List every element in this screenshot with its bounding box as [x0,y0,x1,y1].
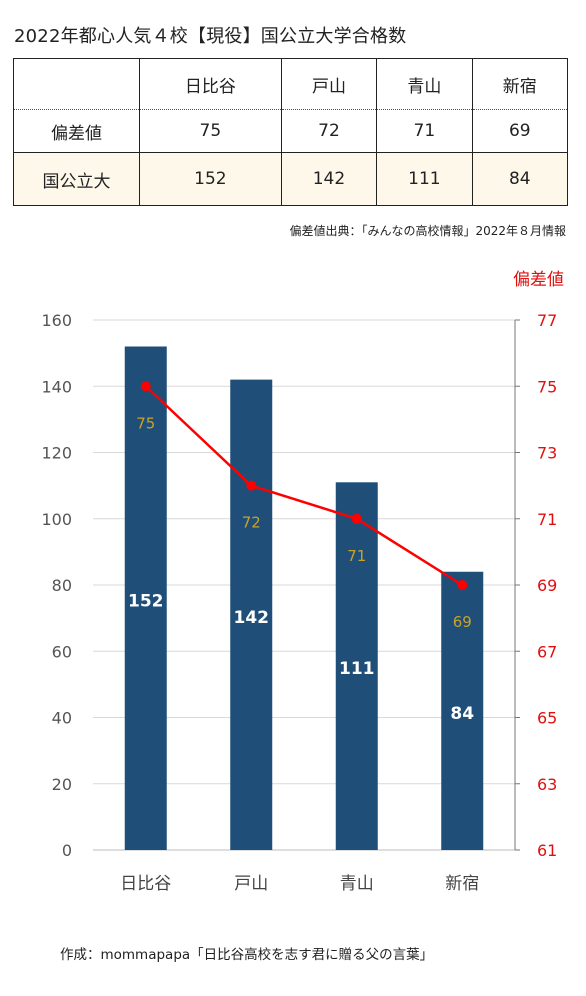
table-cell: 84 [471,152,569,206]
y2-tick-label: 71 [537,510,557,529]
table-row-label: 偏差値 [13,109,140,153]
combo-chart: 0 20 40 60 80 100 120 140 160 61 63 65 67 69 71 73 75 77 1… [41,311,557,894]
y2-tick-label: 75 [537,377,557,396]
table-header-row: 日比谷 戸山 青山 新宿 [13,58,569,110]
line-value-label: 72 [242,514,261,532]
table-col-header: 青山 [376,58,473,110]
table-col-header: 日比谷 [139,58,282,110]
line-point [140,381,151,392]
y-tick-label: 100 [41,510,72,529]
y-tick-label: 40 [52,709,72,728]
line-point [246,480,257,491]
bar-value-label: 142 [234,608,270,628]
bar-value-label: 111 [339,659,375,679]
y2-tick-label: 65 [537,709,557,728]
y-tick-label: 20 [52,775,72,794]
table-cell: 71 [376,109,473,153]
y2-tick-label: 77 [537,311,557,330]
chart-title: 2022年都心人気４校【現役】国公立大学合格数 [14,26,407,47]
line-value-label: 69 [453,613,472,631]
bar [230,379,273,850]
table-cell: 152 [139,152,282,206]
table-row-label: 国公立大 [13,152,140,206]
line-value-label: 71 [347,547,366,565]
line-point [457,580,468,590]
x-tick-label: 青山 [340,874,374,894]
y-tick-label: 60 [52,642,72,661]
table-cell: 72 [280,109,378,153]
stats-table: 日比谷 戸山 青山 新宿 偏差値 75 72 71 69 国公立大 152 14… [13,58,569,206]
bar [335,482,378,850]
y2-tick-label: 73 [537,444,557,463]
x-tick-label: 日比谷 [120,874,171,894]
table-cell: 75 [139,109,282,153]
table-cell: 69 [471,109,569,153]
bar-value-label: 152 [128,591,164,611]
table-row-deviation: 偏差値 75 72 71 69 [13,109,569,153]
y2-tick-label: 67 [537,642,557,661]
line-value-label: 75 [136,414,155,432]
y2-tick-label: 61 [537,841,557,860]
y-tick-label: 80 [52,576,72,595]
deviation-line [144,385,463,587]
table-col-header: 新宿 [471,58,569,110]
y2-tick-label: 69 [537,576,557,595]
bar-value-label: 84 [450,704,474,724]
bar [124,346,167,850]
y-tick-label: 120 [41,444,72,463]
line-point [351,513,362,524]
x-tick-label: 新宿 [445,874,479,894]
table-col-header: 戸山 [280,58,378,110]
table-corner-cell [13,58,140,110]
y2-tick-label: 63 [537,775,557,794]
table-cell: 142 [280,152,378,206]
y-tick-label: 160 [41,311,72,330]
y-tick-label: 0 [62,841,72,860]
table-cell: 111 [376,152,473,206]
right-axis-title: 偏差値 [513,270,564,290]
bar [441,571,484,850]
credit-text: 作成：mommapapa「日比谷高校を志す君に贈る父の言葉」 [60,947,434,963]
y-tick-label: 140 [41,377,72,396]
x-tick-label: 戸山 [234,874,268,894]
source-note: 偏差値出典：「みんなの高校情報」2022年８月情報 [289,224,566,238]
table-row-national-univ: 国公立大 152 142 111 84 [13,152,569,206]
